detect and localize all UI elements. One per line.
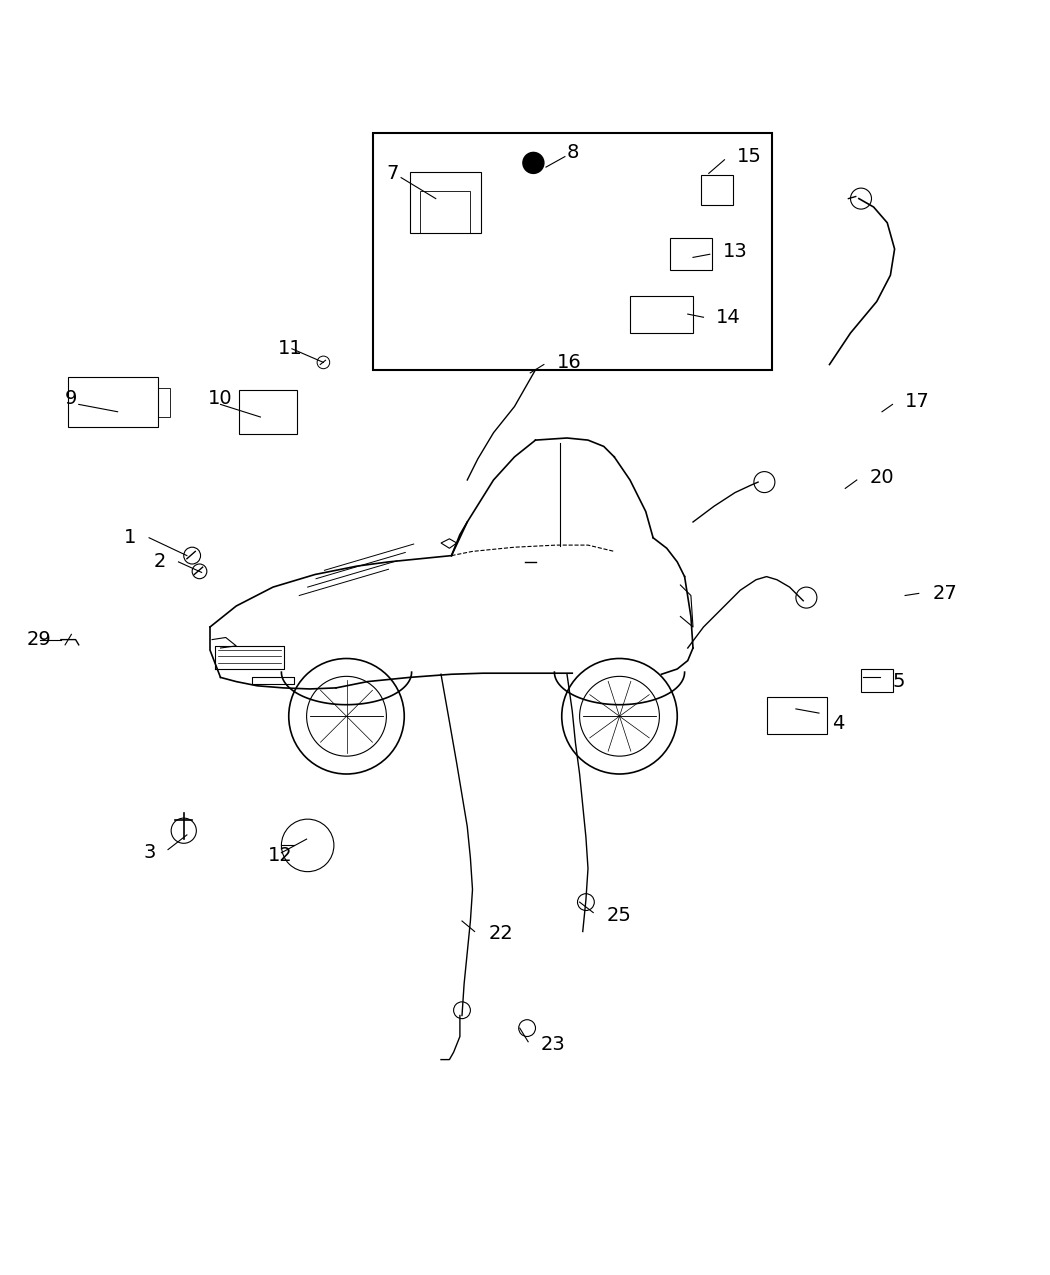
Text: 14: 14: [716, 307, 741, 326]
Polygon shape: [441, 539, 457, 548]
Bar: [373, 134, 772, 370]
Text: 29: 29: [26, 630, 51, 649]
Bar: [701, 176, 733, 205]
Text: 25: 25: [607, 907, 632, 926]
Text: 23: 23: [541, 1035, 566, 1054]
Bar: [766, 697, 827, 734]
Text: 1: 1: [124, 528, 136, 547]
Text: 13: 13: [722, 241, 748, 260]
Circle shape: [523, 153, 544, 173]
Text: 12: 12: [268, 847, 293, 866]
Text: 22: 22: [488, 924, 513, 944]
Bar: [670, 238, 712, 270]
Text: 11: 11: [278, 339, 303, 358]
Bar: [239, 390, 297, 434]
Text: 8: 8: [567, 143, 580, 162]
Bar: [68, 377, 158, 427]
Bar: [158, 388, 170, 417]
Text: 3: 3: [143, 843, 155, 862]
Text: 16: 16: [556, 353, 582, 372]
Text: 9: 9: [65, 389, 78, 408]
Text: 27: 27: [932, 584, 958, 603]
Text: 5: 5: [892, 672, 905, 691]
Bar: [861, 669, 892, 692]
Text: 17: 17: [905, 391, 930, 411]
Text: 4: 4: [832, 714, 844, 733]
Text: 10: 10: [208, 389, 232, 408]
Bar: [410, 172, 481, 233]
Text: 2: 2: [153, 552, 166, 571]
Text: 7: 7: [386, 164, 399, 182]
Text: 20: 20: [869, 468, 894, 487]
Text: 15: 15: [737, 147, 762, 166]
Bar: [420, 191, 470, 233]
Bar: [630, 296, 693, 333]
